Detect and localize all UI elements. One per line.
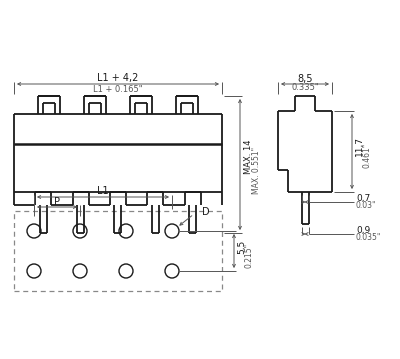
Text: 0.035": 0.035" bbox=[356, 233, 381, 242]
Text: L1: L1 bbox=[97, 186, 109, 196]
Text: 5,5: 5,5 bbox=[237, 240, 246, 254]
Text: MAX. 14: MAX. 14 bbox=[244, 139, 253, 174]
Text: 0.335": 0.335" bbox=[291, 84, 319, 93]
Text: 0.215": 0.215" bbox=[244, 242, 253, 267]
Text: L1 + 0.165": L1 + 0.165" bbox=[93, 84, 143, 93]
Text: P: P bbox=[54, 197, 60, 207]
Text: D: D bbox=[202, 207, 210, 217]
Text: 0.461": 0.461" bbox=[363, 143, 372, 168]
Text: L1 + 4,2: L1 + 4,2 bbox=[97, 73, 139, 83]
Text: 0,7: 0,7 bbox=[356, 194, 370, 202]
Text: 0,9: 0,9 bbox=[356, 225, 370, 234]
Text: MAX. 0.551": MAX. 0.551" bbox=[252, 147, 261, 194]
Text: 8,5: 8,5 bbox=[297, 74, 313, 84]
Text: 0.03": 0.03" bbox=[356, 201, 376, 210]
Text: 11,7: 11,7 bbox=[355, 136, 364, 157]
